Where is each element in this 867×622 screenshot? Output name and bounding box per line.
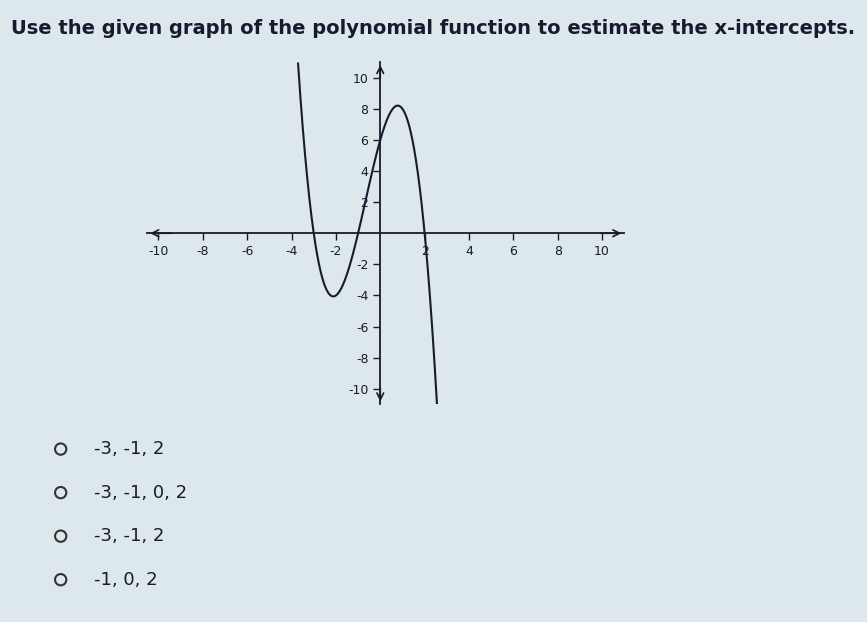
Text: -1, 0, 2: -1, 0, 2 [94,571,157,588]
Text: -3, -1, 2: -3, -1, 2 [94,440,164,458]
Text: Use the given graph of the polynomial function to estimate the x-intercepts.: Use the given graph of the polynomial fu… [11,19,856,38]
Text: -3, -1, 2: -3, -1, 2 [94,527,164,545]
Text: -3, -1, 0, 2: -3, -1, 0, 2 [94,484,186,501]
